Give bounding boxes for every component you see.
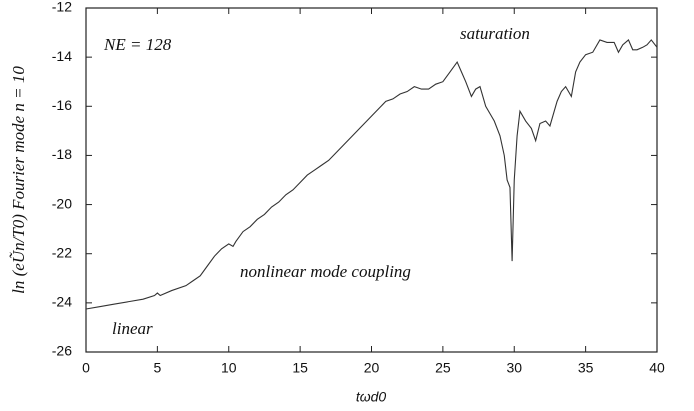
x-tick-label: 35 bbox=[578, 360, 594, 376]
x-tick-label: 40 bbox=[649, 360, 665, 376]
x-tick-label: 10 bbox=[221, 360, 237, 376]
x-tick-label: 25 bbox=[435, 360, 451, 376]
y-tick-label: -16 bbox=[52, 97, 72, 113]
y-axis-label: ln (eŨn/T0) Fourier mode n = 10 bbox=[9, 66, 28, 294]
y-tick-label: -26 bbox=[52, 343, 72, 359]
x-tick-label: 30 bbox=[506, 360, 522, 376]
y-tick-label: -24 bbox=[52, 294, 72, 310]
x-tick-label: 0 bbox=[82, 360, 90, 376]
y-tick-label: -12 bbox=[52, 0, 72, 15]
annotation: nonlinear mode coupling bbox=[240, 262, 411, 281]
data-line bbox=[85, 39, 658, 310]
annotation: saturation bbox=[460, 24, 530, 43]
y-tick-label: -18 bbox=[52, 146, 72, 162]
annotation: NE = 128 bbox=[103, 35, 172, 54]
y-tick-label: -14 bbox=[52, 48, 72, 64]
y-tick-label: -22 bbox=[52, 244, 72, 260]
x-tick-label: 20 bbox=[364, 360, 380, 376]
plot-frame bbox=[85, 7, 658, 353]
y-tick-label: -20 bbox=[52, 195, 72, 211]
annotation: linear bbox=[112, 319, 153, 338]
x-tick-label: 5 bbox=[153, 360, 161, 376]
x-axis-label: tωd0 bbox=[356, 389, 387, 405]
x-tick-label: 15 bbox=[292, 360, 308, 376]
